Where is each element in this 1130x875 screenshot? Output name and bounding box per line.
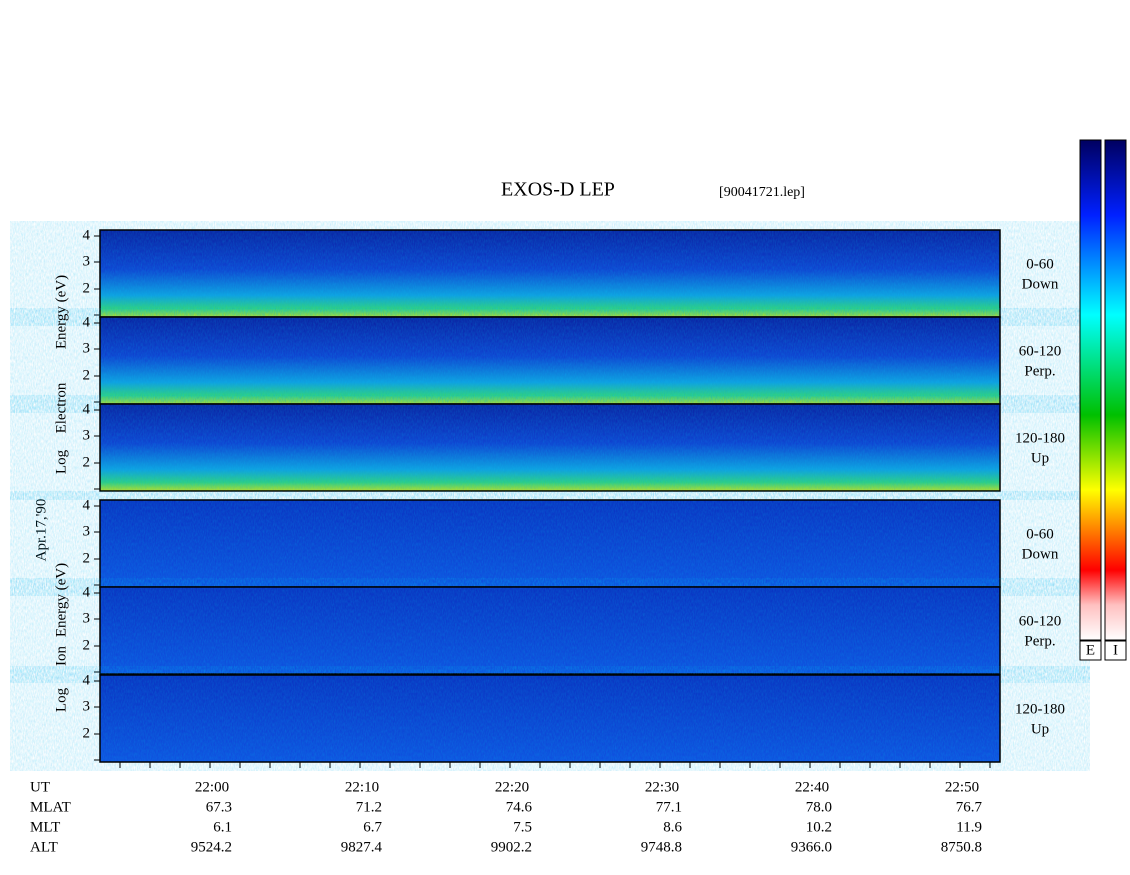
tick-label: 2 xyxy=(83,367,91,383)
panel-label: 60-120 xyxy=(1019,613,1062,629)
row-value: 10.2 xyxy=(806,819,832,835)
row-value: 78.0 xyxy=(806,799,832,815)
tick-label: 2 xyxy=(83,637,91,653)
row-value: 9748.8 xyxy=(641,839,682,855)
row-value: 22:50 xyxy=(945,779,979,795)
axis-label: Log xyxy=(53,449,69,474)
spectrogram-texture xyxy=(100,675,1000,762)
axis-label: Log xyxy=(53,687,69,712)
tick-label: 4 xyxy=(83,497,91,513)
panel-frame xyxy=(99,403,1001,492)
tick-label: 2 xyxy=(83,454,91,470)
panel-frame xyxy=(99,674,1001,763)
spectrogram-texture xyxy=(100,404,1000,491)
colorbar-label-box xyxy=(1079,640,1102,661)
row-value: 74.6 xyxy=(506,799,533,815)
row-value: 67.3 xyxy=(206,799,232,815)
row-label: MLT xyxy=(30,819,60,835)
tick-label: 4 xyxy=(83,584,91,600)
row-value: 9524.2 xyxy=(191,839,232,855)
spectrogram-texture xyxy=(100,230,1000,317)
axis-label: Energy (eV) xyxy=(53,563,69,637)
panel-label: 0-60 xyxy=(1026,526,1054,542)
axis-label: Electron xyxy=(53,382,69,433)
axis-label: Energy (eV) xyxy=(53,275,69,349)
panel-label: 60-120 xyxy=(1019,343,1062,359)
row-label: ALT xyxy=(30,839,58,855)
colorbar xyxy=(1104,139,1127,641)
colorbar xyxy=(1079,139,1102,641)
row-value: 9827.4 xyxy=(341,839,383,855)
colorbar-label: E xyxy=(1086,642,1095,658)
tick-label: 3 xyxy=(83,253,91,269)
tick-label: 3 xyxy=(83,610,91,626)
row-value: 71.2 xyxy=(356,799,382,815)
row-label: UT xyxy=(30,779,50,795)
colorbar-label-box xyxy=(1104,640,1127,661)
row-value: 11.9 xyxy=(956,819,982,835)
tick-label: 2 xyxy=(83,550,91,566)
tick-label: 4 xyxy=(83,401,91,417)
row-value: 6.7 xyxy=(363,819,382,835)
panel-label: Up xyxy=(1031,721,1049,737)
panel-label: 120-180 xyxy=(1015,701,1065,717)
tick-label: 4 xyxy=(83,227,91,243)
spectrogram-texture xyxy=(100,500,1000,587)
title: EXOS-D LEP xyxy=(501,179,615,201)
panel-label: 0-60 xyxy=(1026,256,1054,272)
row-value: 76.7 xyxy=(956,799,983,815)
date: Apr.17,'90 xyxy=(33,499,49,562)
row-value: 6.1 xyxy=(213,819,232,835)
colorbar-label: I xyxy=(1113,642,1118,658)
row-value: 9366.0 xyxy=(791,839,832,855)
panel-label: Perp. xyxy=(1024,363,1055,379)
tick-label: 3 xyxy=(83,523,91,539)
spectrogram-texture xyxy=(100,587,1000,674)
tick-label: 2 xyxy=(83,725,91,741)
row-value: 22:00 xyxy=(195,779,229,795)
panel-label: Perp. xyxy=(1024,633,1055,649)
row-value: 22:40 xyxy=(795,779,829,795)
tick-label: 3 xyxy=(83,698,91,714)
tick-label: 2 xyxy=(83,280,91,296)
row-value: 77.1 xyxy=(656,799,682,815)
row-value: 7.5 xyxy=(513,819,532,835)
row-value: 9902.2 xyxy=(491,839,532,855)
file-name: [90041721.lep] xyxy=(719,185,805,200)
panel-label: Down xyxy=(1022,276,1059,292)
panel-label: Up xyxy=(1031,450,1049,466)
panel-frame xyxy=(99,586,1001,675)
row-value: 8.6 xyxy=(663,819,682,835)
tick-label: 3 xyxy=(83,340,91,356)
row-value: 22:20 xyxy=(495,779,529,795)
tick-label: 4 xyxy=(83,314,91,330)
row-value: 22:10 xyxy=(345,779,379,795)
panel-label: Down xyxy=(1022,546,1059,562)
axis-label: Ion xyxy=(53,646,69,666)
row-value: 22:30 xyxy=(645,779,679,795)
tick-label: 3 xyxy=(83,427,91,443)
spectrogram-texture xyxy=(100,317,1000,404)
panel-label: 120-180 xyxy=(1015,430,1065,446)
row-label: MLAT xyxy=(30,799,71,815)
row-value: 8750.8 xyxy=(941,839,982,855)
tick-label: 4 xyxy=(83,672,91,688)
